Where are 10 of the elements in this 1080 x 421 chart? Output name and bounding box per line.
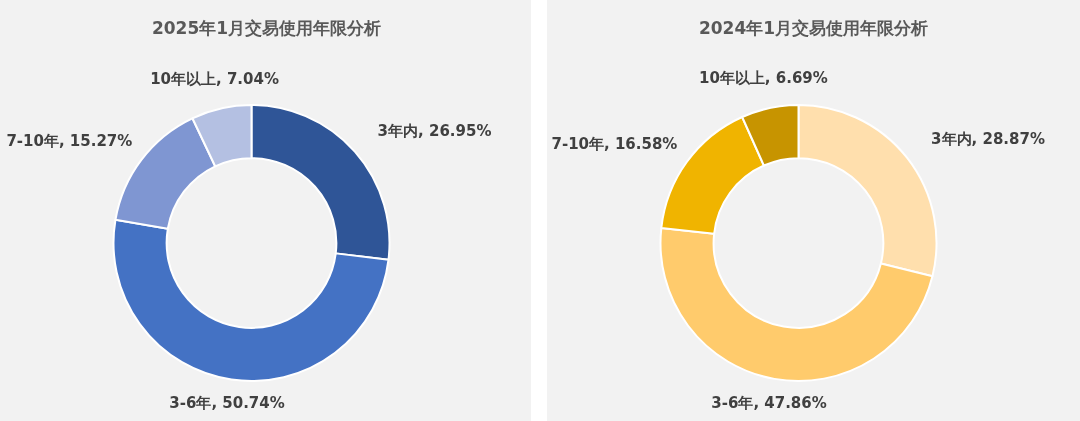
chart-title: 2025年1月交易使用年限分析	[151, 18, 382, 38]
slice-label: 7-10年, 15.27%	[6, 132, 133, 151]
chart-title: 2024年1月交易使用年限分析	[698, 18, 929, 38]
slice-label: 10年以上, 6.69%	[698, 69, 828, 88]
slice-label: 3-6年, 50.74%	[169, 394, 285, 412]
slice-label: 7-10年, 16.58%	[551, 134, 678, 153]
slice-label: 3年内, 28.87%	[931, 130, 1045, 149]
slice-label: 3年内, 26.95%	[377, 122, 492, 141]
slice-label: 3-6年, 47.86%	[711, 394, 827, 412]
slice-label: 10年以上, 7.04%	[150, 69, 279, 88]
